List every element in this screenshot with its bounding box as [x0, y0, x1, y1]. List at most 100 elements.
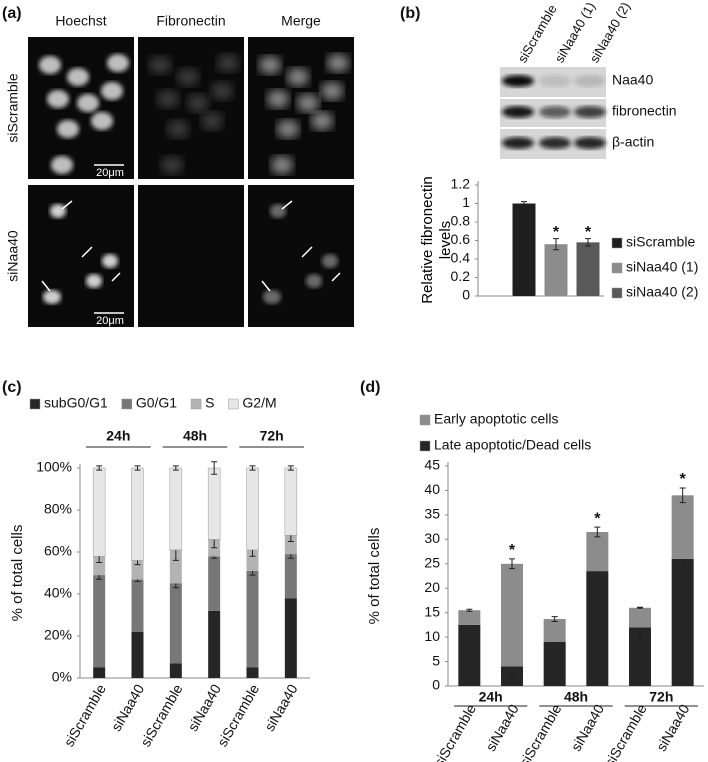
cell: [39, 56, 61, 74]
bar-segment: [169, 583, 182, 664]
significance-mark: *: [553, 224, 560, 241]
y-tick-label: 0.6: [451, 231, 471, 247]
cell: [267, 90, 289, 108]
bar-segment: [284, 554, 297, 599]
legend-label: siScramble: [626, 234, 695, 250]
y-tick-label: 20%: [44, 627, 72, 643]
bar-segment: [131, 579, 144, 632]
y-axis-label: % of total cells: [366, 528, 383, 625]
legend-swatch: [228, 398, 239, 410]
y-tick-label: 35: [424, 506, 440, 522]
band: [502, 75, 534, 87]
cell: [211, 82, 233, 100]
cell: [77, 94, 99, 112]
bar-segment: [92, 467, 106, 557]
error-bar: [172, 465, 179, 471]
y-tick-label: 60%: [44, 543, 72, 559]
bar-segment: [284, 467, 298, 536]
bar-segment: [671, 495, 694, 559]
cell: [47, 90, 69, 108]
y-tick-label: 0.4: [451, 250, 471, 266]
error-bar: [134, 465, 141, 471]
cells: [263, 204, 338, 304]
bar-segment: [246, 549, 259, 571]
bar-segment: [671, 558, 694, 686]
x-tick-label: siNaa40: [653, 701, 693, 754]
cell: [161, 156, 183, 174]
bar-segment: [93, 667, 106, 678]
y-tick-label: 0.8: [451, 213, 471, 229]
group-label: 72h: [260, 428, 284, 444]
cell: [107, 54, 129, 72]
bar-segment: [284, 535, 297, 555]
legend-swatch: [29, 398, 41, 410]
bar-segment: [93, 575, 106, 668]
error-bar: [585, 238, 591, 247]
legend-swatch: [611, 237, 623, 249]
bar: [576, 242, 600, 296]
legend-swatch: [121, 398, 133, 410]
y-tick-label: 25: [424, 554, 440, 570]
bar-segment: [93, 556, 106, 576]
y-tick-label: 10: [424, 628, 440, 644]
x-tick-label: siNaa40: [482, 701, 522, 754]
scale-bar-label: 20μm: [96, 167, 124, 179]
legend-swatch: [611, 262, 623, 274]
arrow: [61, 200, 73, 210]
column-label: Merge: [281, 13, 321, 29]
cell: [287, 68, 309, 86]
significance-mark: *: [594, 510, 601, 527]
y-tick-label: 30: [424, 530, 440, 546]
x-tick-label: siNaa40: [261, 681, 301, 734]
error-bar: [466, 608, 473, 612]
bar-segment: [169, 663, 182, 678]
cell: [102, 254, 118, 268]
error-bar: [96, 465, 103, 471]
row-label: siNaa40: [5, 230, 21, 282]
group-label: 24h: [106, 428, 130, 444]
cell: [157, 90, 179, 108]
legend-swatch: [611, 287, 623, 299]
cell: [217, 54, 239, 72]
y-tick-label: 45: [424, 457, 440, 473]
legend-label: Early apoptotic cells: [434, 411, 559, 427]
micrograph: [248, 185, 354, 327]
panel-label: (c): [2, 379, 22, 396]
band: [574, 75, 606, 87]
error-bar: [637, 606, 643, 609]
band: [539, 106, 571, 118]
cell: [201, 112, 223, 130]
panel-label: (d): [360, 379, 380, 396]
arrow: [111, 272, 121, 282]
error-bar: [249, 465, 256, 471]
cell: [86, 274, 102, 288]
bar-segment: [629, 627, 651, 686]
micrograph: [28, 185, 134, 327]
group-label: 24h: [479, 689, 503, 705]
band: [539, 75, 571, 87]
cell: [271, 156, 293, 174]
legend-label: Late apoptotic/Dead cells: [434, 437, 591, 453]
bar-segment: [629, 607, 651, 628]
cell: [322, 254, 338, 268]
significance-mark: *: [509, 542, 516, 559]
legend-swatch: [419, 414, 431, 426]
bar: [512, 203, 536, 296]
bar-segment: [458, 624, 481, 686]
cell: [51, 156, 73, 174]
band: [539, 137, 571, 149]
error-bar: [553, 238, 559, 251]
scale-bar-label: 20μm: [96, 315, 124, 327]
error-bar: [551, 616, 558, 622]
arrow: [331, 272, 341, 282]
band: [502, 106, 534, 118]
arrow: [41, 280, 51, 292]
cell: [43, 290, 61, 304]
cell: [177, 68, 199, 86]
x-tick-label: siNaa40: [184, 681, 224, 734]
cell: [57, 120, 79, 138]
y-tick-label: 0: [432, 677, 440, 693]
bar: [544, 244, 568, 296]
